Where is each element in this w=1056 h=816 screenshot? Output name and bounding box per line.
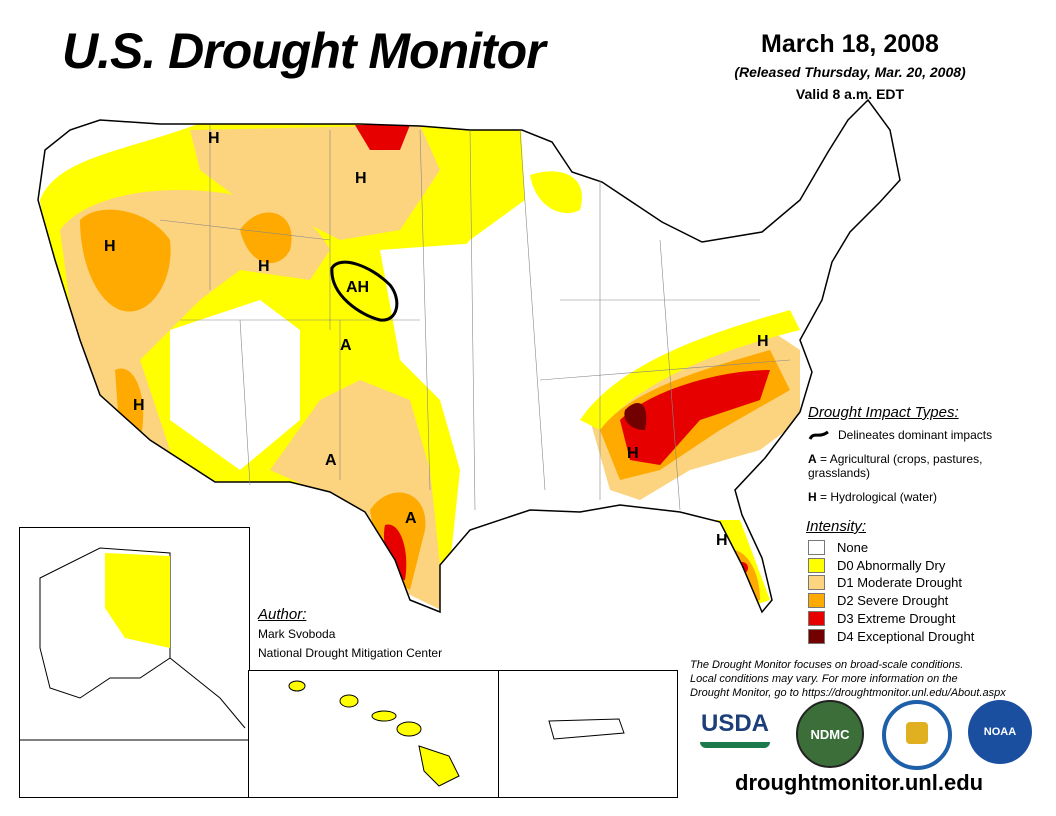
legend-label: D3 Extreme Drought xyxy=(837,610,956,626)
author-org: National Drought Mitigation Center xyxy=(258,646,443,660)
valid-time: Valid 8 a.m. EDT xyxy=(795,86,905,102)
label-ah: AH xyxy=(346,279,370,296)
d2-wyoming xyxy=(240,212,292,264)
d0-great-lakes xyxy=(530,171,582,214)
legend-item: D4 Exceptional Drought xyxy=(808,628,975,644)
label-a: A xyxy=(325,452,337,469)
d0-southeast xyxy=(580,310,800,430)
label-h: H xyxy=(104,238,116,255)
note-line: Local conditions may vary. For more info… xyxy=(690,673,958,685)
usda-text: USDA xyxy=(700,710,769,737)
h-text: = Hydrological (water) xyxy=(820,490,938,504)
impact-agricultural: A = Agricultural (crops, pastures, grass… xyxy=(808,452,1028,480)
dominant-impact-boundary xyxy=(330,260,399,322)
legend-swatch xyxy=(808,575,825,591)
state-borders xyxy=(159,125,791,511)
impact-types-title: Drought Impact Types: xyxy=(808,404,959,421)
website-url[interactable]: droughtmonitor.unl.edu xyxy=(735,770,984,795)
legend-label: None xyxy=(837,540,869,555)
label-h: H xyxy=(627,445,639,462)
legend-item: D1 Moderate Drought xyxy=(808,575,963,591)
legend-swatch xyxy=(808,557,825,573)
legend-item: D3 Extreme Drought xyxy=(808,610,956,626)
a-text: = Agricultural (crops, pastures, grassla… xyxy=(808,452,983,480)
a-key: A xyxy=(808,452,817,466)
legend-label: D1 Moderate Drought xyxy=(837,575,963,591)
impact-delineates: Delineates dominant impacts xyxy=(808,428,992,442)
d3-southeast xyxy=(620,370,770,465)
release-date: (Released Thursday, Mar. 20, 2008) xyxy=(734,64,966,80)
noaa-logo: NOAA xyxy=(968,700,1032,764)
ndmc-logo: NDMC xyxy=(796,700,864,768)
legend-swatch xyxy=(808,593,825,609)
legend-label: D4 Exceptional Drought xyxy=(837,628,975,644)
ndmc-text: NDMC xyxy=(810,726,850,742)
commerce-seal-icon xyxy=(882,700,952,770)
label-a: A xyxy=(340,337,352,354)
noaa-text: NOAA xyxy=(983,726,1017,738)
delineates-text: Delineates dominant impacts xyxy=(838,428,993,442)
legend-item: D0 Abnormally Dry xyxy=(808,557,946,573)
label-h: H xyxy=(133,397,145,414)
hawaii-inset xyxy=(248,670,500,798)
label-h: H xyxy=(208,130,220,147)
map-title: U.S. Drought Monitor xyxy=(62,23,546,79)
legend-item: None xyxy=(808,540,868,555)
legend-label: D0 Abnormally Dry xyxy=(837,557,946,573)
label-h: H xyxy=(355,170,367,187)
disclaimer-note: The Drought Monitor focuses on broad-sca… xyxy=(690,658,1006,700)
label-h: H xyxy=(757,333,769,350)
legend-item: D2 Severe Drought xyxy=(808,593,949,609)
puerto-rico-inset xyxy=(498,670,678,798)
usda-logo: USDA xyxy=(700,710,770,760)
impact-line-icon xyxy=(808,430,829,440)
d1-north xyxy=(190,125,440,240)
intensity-title: Intensity: xyxy=(806,518,867,535)
impact-hydrological: H = Hydrological (water) xyxy=(808,490,937,504)
author-name: Mark Svoboda xyxy=(258,627,336,641)
d0-central-white xyxy=(170,300,300,470)
map-date: March 18, 2008 xyxy=(761,30,939,58)
label-a: A xyxy=(405,510,417,527)
d4-southeast xyxy=(624,402,647,430)
label-h: H xyxy=(258,258,270,275)
note-line: Drought Monitor, go to https://droughtmo… xyxy=(690,687,1006,699)
d3-dakota xyxy=(355,125,410,150)
alaska-inset xyxy=(19,527,250,798)
legend-swatch xyxy=(808,628,825,644)
label-h: H xyxy=(716,532,728,549)
d3-texas xyxy=(384,524,407,580)
d2-nevada xyxy=(80,209,171,312)
author-title: Author: xyxy=(258,606,307,623)
note-line: The Drought Monitor focuses on broad-sca… xyxy=(690,659,964,671)
alaska-d0 xyxy=(105,553,170,648)
legend-swatch xyxy=(808,610,825,626)
h-key: H xyxy=(808,490,817,504)
legend-label: D2 Severe Drought xyxy=(837,593,949,609)
legend-swatch xyxy=(808,540,825,555)
